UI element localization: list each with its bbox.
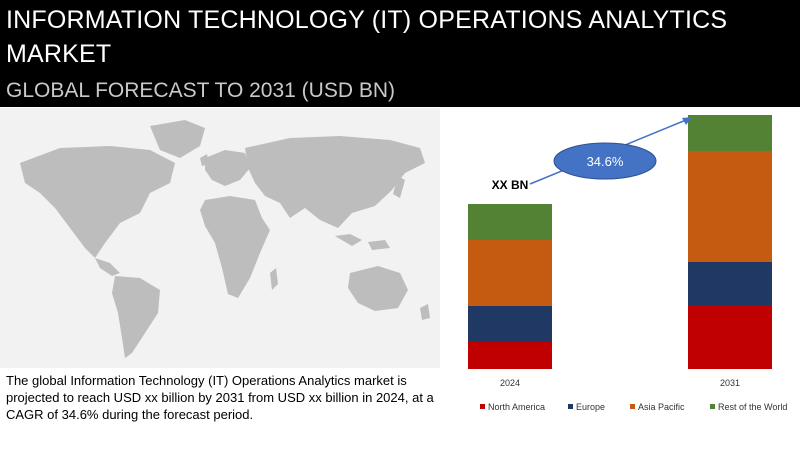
x-tick-label: 2031 [720, 378, 740, 388]
bar-segment-asia-pacific-2024 [468, 240, 552, 306]
legend-swatch [630, 404, 635, 409]
legend-swatch [568, 404, 573, 409]
legend-label: North America [488, 402, 545, 412]
cagr-arrow-head [682, 117, 692, 125]
legend-label: Europe [576, 402, 605, 412]
page-title: INFORMATION TECHNOLOGY (IT) OPERATIONS A… [6, 6, 728, 68]
bar-segment-europe-2024 [468, 306, 552, 342]
cagr-badge [553, 142, 657, 180]
x-axis-ticks: 2024 2031 [500, 378, 740, 388]
bar-segment-rest-of-the-world-2024 [468, 204, 552, 240]
header-banner: INFORMATION TECHNOLOGY (IT) OPERATIONS A… [0, 0, 800, 107]
world-map-icon [20, 120, 430, 358]
legend-swatch [480, 404, 485, 409]
bars-group [468, 115, 772, 369]
market-description: The global Information Technology (IT) O… [6, 373, 434, 422]
bar-segment-europe-2031 [688, 262, 772, 305]
bar-total-label: XX BN [492, 178, 529, 192]
x-tick-label: 2024 [500, 378, 520, 388]
cagr-callout: 34.6% [529, 117, 692, 185]
bar-segment-north-america-2024 [468, 342, 552, 369]
page-subtitle: GLOBAL FORECAST TO 2031 (USD BN) [6, 79, 396, 102]
stacked-bar-chart: XX BN 34.6% 2024 2031 North America Europe… [468, 115, 787, 412]
bar-segment-asia-pacific-2031 [688, 151, 772, 262]
bar-segment-rest-of-the-world-2031 [688, 115, 772, 151]
legend-swatch [710, 404, 715, 409]
bar-segment-north-america-2031 [688, 305, 772, 369]
legend-label: Rest of the World [718, 402, 787, 412]
legend-label: Asia Pacific [638, 402, 685, 412]
world-map-panel [0, 108, 440, 368]
chart-legend: North America Europe Asia Pacific Rest of t… [480, 402, 787, 412]
cagr-label: 34.6% [587, 154, 624, 169]
